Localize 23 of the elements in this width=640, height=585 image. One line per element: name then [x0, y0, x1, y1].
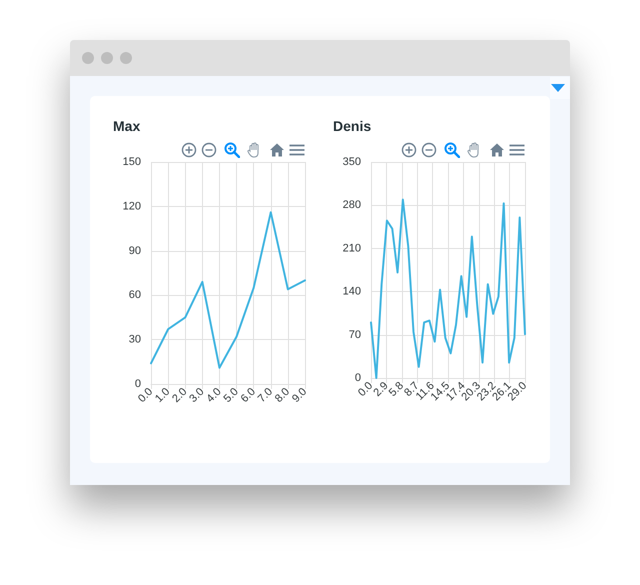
x-tick-label: 3.0 [187, 386, 207, 406]
y-tick-label: 70 [348, 328, 361, 341]
y-tick-label: 280 [342, 199, 361, 212]
y-tick-label: 210 [342, 242, 361, 254]
x-tick-label: 7.0 [256, 386, 276, 406]
chart-title: Denis [333, 118, 372, 134]
x-tick-label: 1.0 [153, 386, 172, 406]
y-tick-label: 0 [354, 372, 361, 384]
line-series [150, 211, 306, 369]
y-tick-label: 30 [128, 334, 141, 346]
y-tick-label: 350 [342, 156, 361, 168]
y-tick-label: 120 [122, 200, 141, 212]
x-tick-label: 6.0 [238, 386, 258, 406]
chart-title: Max [113, 118, 140, 134]
y-tick-label: 60 [128, 289, 141, 302]
x-tick-label: 4.0 [204, 386, 224, 406]
y-tick-label: 140 [342, 286, 361, 298]
x-tick-label: 5.0 [222, 386, 241, 406]
y-tick-label: 150 [122, 156, 141, 168]
x-tick-label: 8.0 [272, 386, 292, 406]
x-tick-label: 2.0 [170, 386, 190, 406]
y-tick-label: 90 [128, 244, 141, 257]
x-tick-label: 9.0 [290, 386, 310, 406]
